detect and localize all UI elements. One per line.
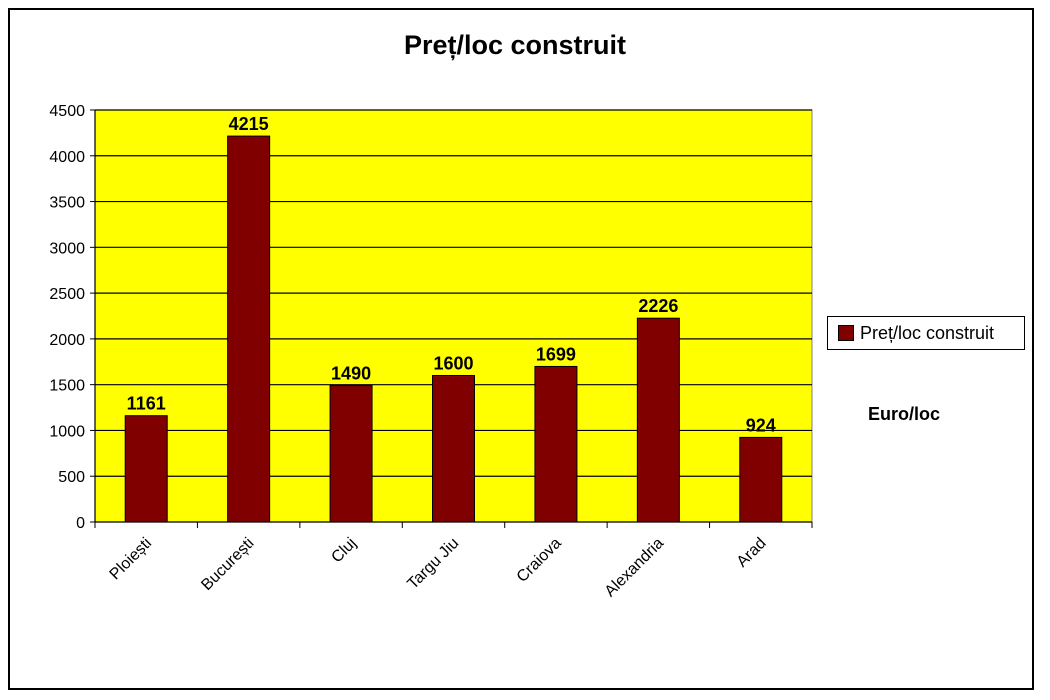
bar (432, 375, 475, 523)
data-label: 1490 (331, 364, 371, 384)
bar (739, 436, 783, 523)
y-tick-label: 2500 (49, 286, 85, 303)
category-label: Arad (734, 535, 770, 571)
y-tick-label: 1000 (49, 423, 85, 440)
category-label: Alexandria (602, 535, 668, 601)
bar (329, 385, 373, 523)
unit-label: Euro/loc (868, 404, 941, 424)
bar (227, 135, 271, 523)
y-tick-label: 1500 (49, 378, 85, 395)
data-label: 4215 (229, 114, 269, 134)
data-label: 1699 (536, 344, 576, 364)
category-label: Targu Jiu (404, 535, 462, 593)
category-label: Cluj (328, 535, 360, 567)
y-tick-label: 3000 (49, 240, 85, 257)
y-tick-label: 4500 (49, 103, 85, 120)
category-label: Craiova (514, 535, 565, 586)
y-tick-label: 3500 (49, 195, 85, 212)
y-tick-label: 4000 (49, 149, 85, 166)
data-label: 924 (746, 415, 776, 435)
legend-swatch (838, 325, 854, 341)
bar (636, 317, 680, 523)
bar (124, 415, 168, 523)
data-label: 1600 (433, 354, 473, 374)
category-label: Ploiești (107, 535, 155, 583)
y-tick-label: 2000 (49, 332, 85, 349)
chart-title: Preț/loc construit (403, 30, 627, 60)
legend-label: Preț/loc construit (860, 322, 995, 343)
data-label: 2226 (638, 296, 678, 316)
category-label: București (198, 535, 257, 594)
data-label: 1161 (127, 394, 166, 414)
bar (534, 365, 578, 523)
y-tick-label: 500 (58, 469, 85, 486)
legend: Preț/loc construit (827, 316, 1025, 350)
y-tick-label: 0 (76, 515, 85, 532)
